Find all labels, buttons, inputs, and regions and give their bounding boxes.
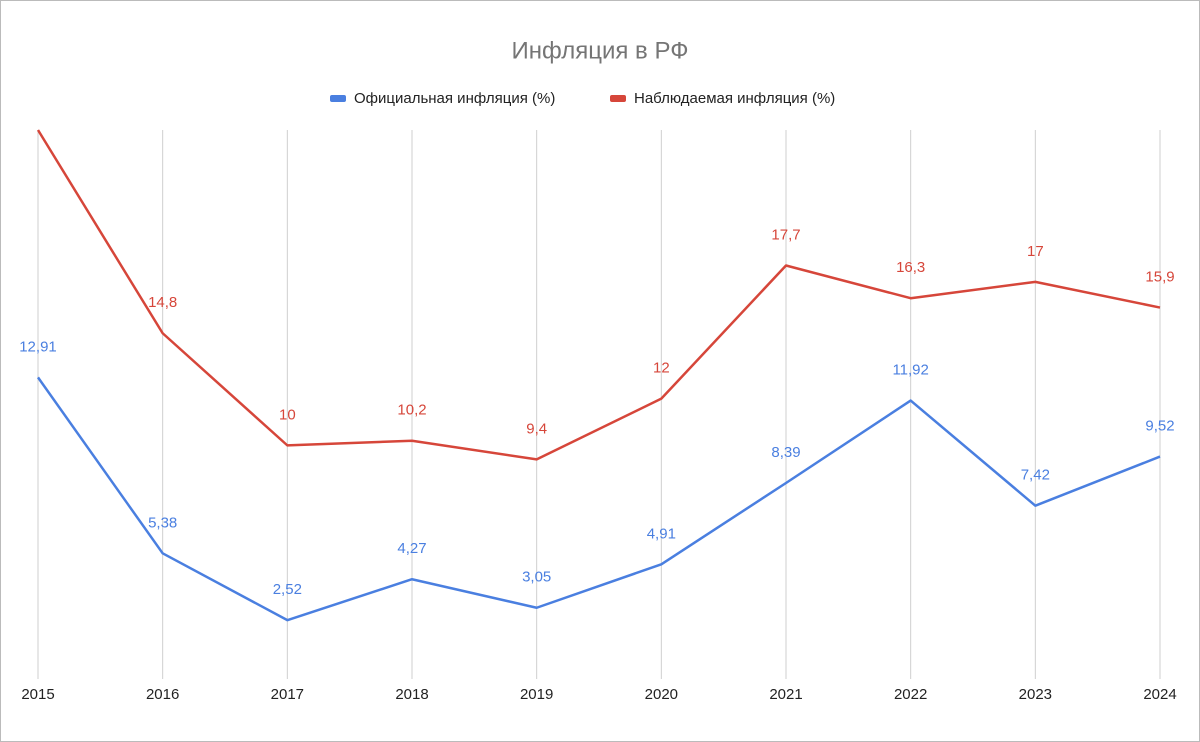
legend-swatch (330, 95, 346, 102)
data-label: 12,91 (19, 338, 57, 355)
x-tick-label: 2022 (894, 686, 927, 703)
data-label: 10,2 (397, 402, 426, 419)
x-tick-label: 2021 (769, 686, 802, 703)
data-label: 15,9 (1145, 269, 1174, 286)
legend-label: Наблюдаемая инфляция (%) (634, 90, 835, 107)
x-tick-label: 2016 (146, 686, 179, 703)
data-label: 8,39 (771, 444, 800, 461)
data-label: 17,7 (771, 226, 800, 243)
x-tick-label: 2018 (395, 686, 428, 703)
series-line (36, 129, 1161, 461)
x-tick-label: 2017 (271, 686, 304, 703)
series-line (36, 376, 1161, 622)
data-label: 14,8 (148, 294, 177, 311)
legend-swatch (610, 95, 626, 102)
legend-label: Официальная инфляция (%) (354, 90, 555, 107)
data-label: 7,42 (1021, 467, 1050, 484)
x-tick-label: 2024 (1143, 686, 1176, 703)
x-tick-label: 2020 (645, 686, 678, 703)
data-label: 3,05 (522, 569, 551, 586)
data-label: 9,4 (526, 420, 547, 437)
data-label: 10 (279, 406, 296, 423)
chart-title: Инфляция в РФ (512, 37, 689, 64)
data-label: 4,91 (647, 525, 676, 542)
data-label: 11,92 (892, 361, 928, 378)
data-label: 16,3 (896, 259, 925, 276)
data-label: 2,52 (273, 581, 302, 598)
x-tick-label: 2023 (1019, 686, 1052, 703)
data-label: 12 (653, 360, 670, 377)
data-label: 4,27 (397, 540, 426, 557)
x-tick-label: 2019 (520, 686, 553, 703)
data-label: 17 (1027, 243, 1044, 260)
data-label: 9,52 (1145, 418, 1174, 435)
data-label: 5,38 (148, 514, 177, 531)
x-tick-label: 2015 (21, 686, 54, 703)
